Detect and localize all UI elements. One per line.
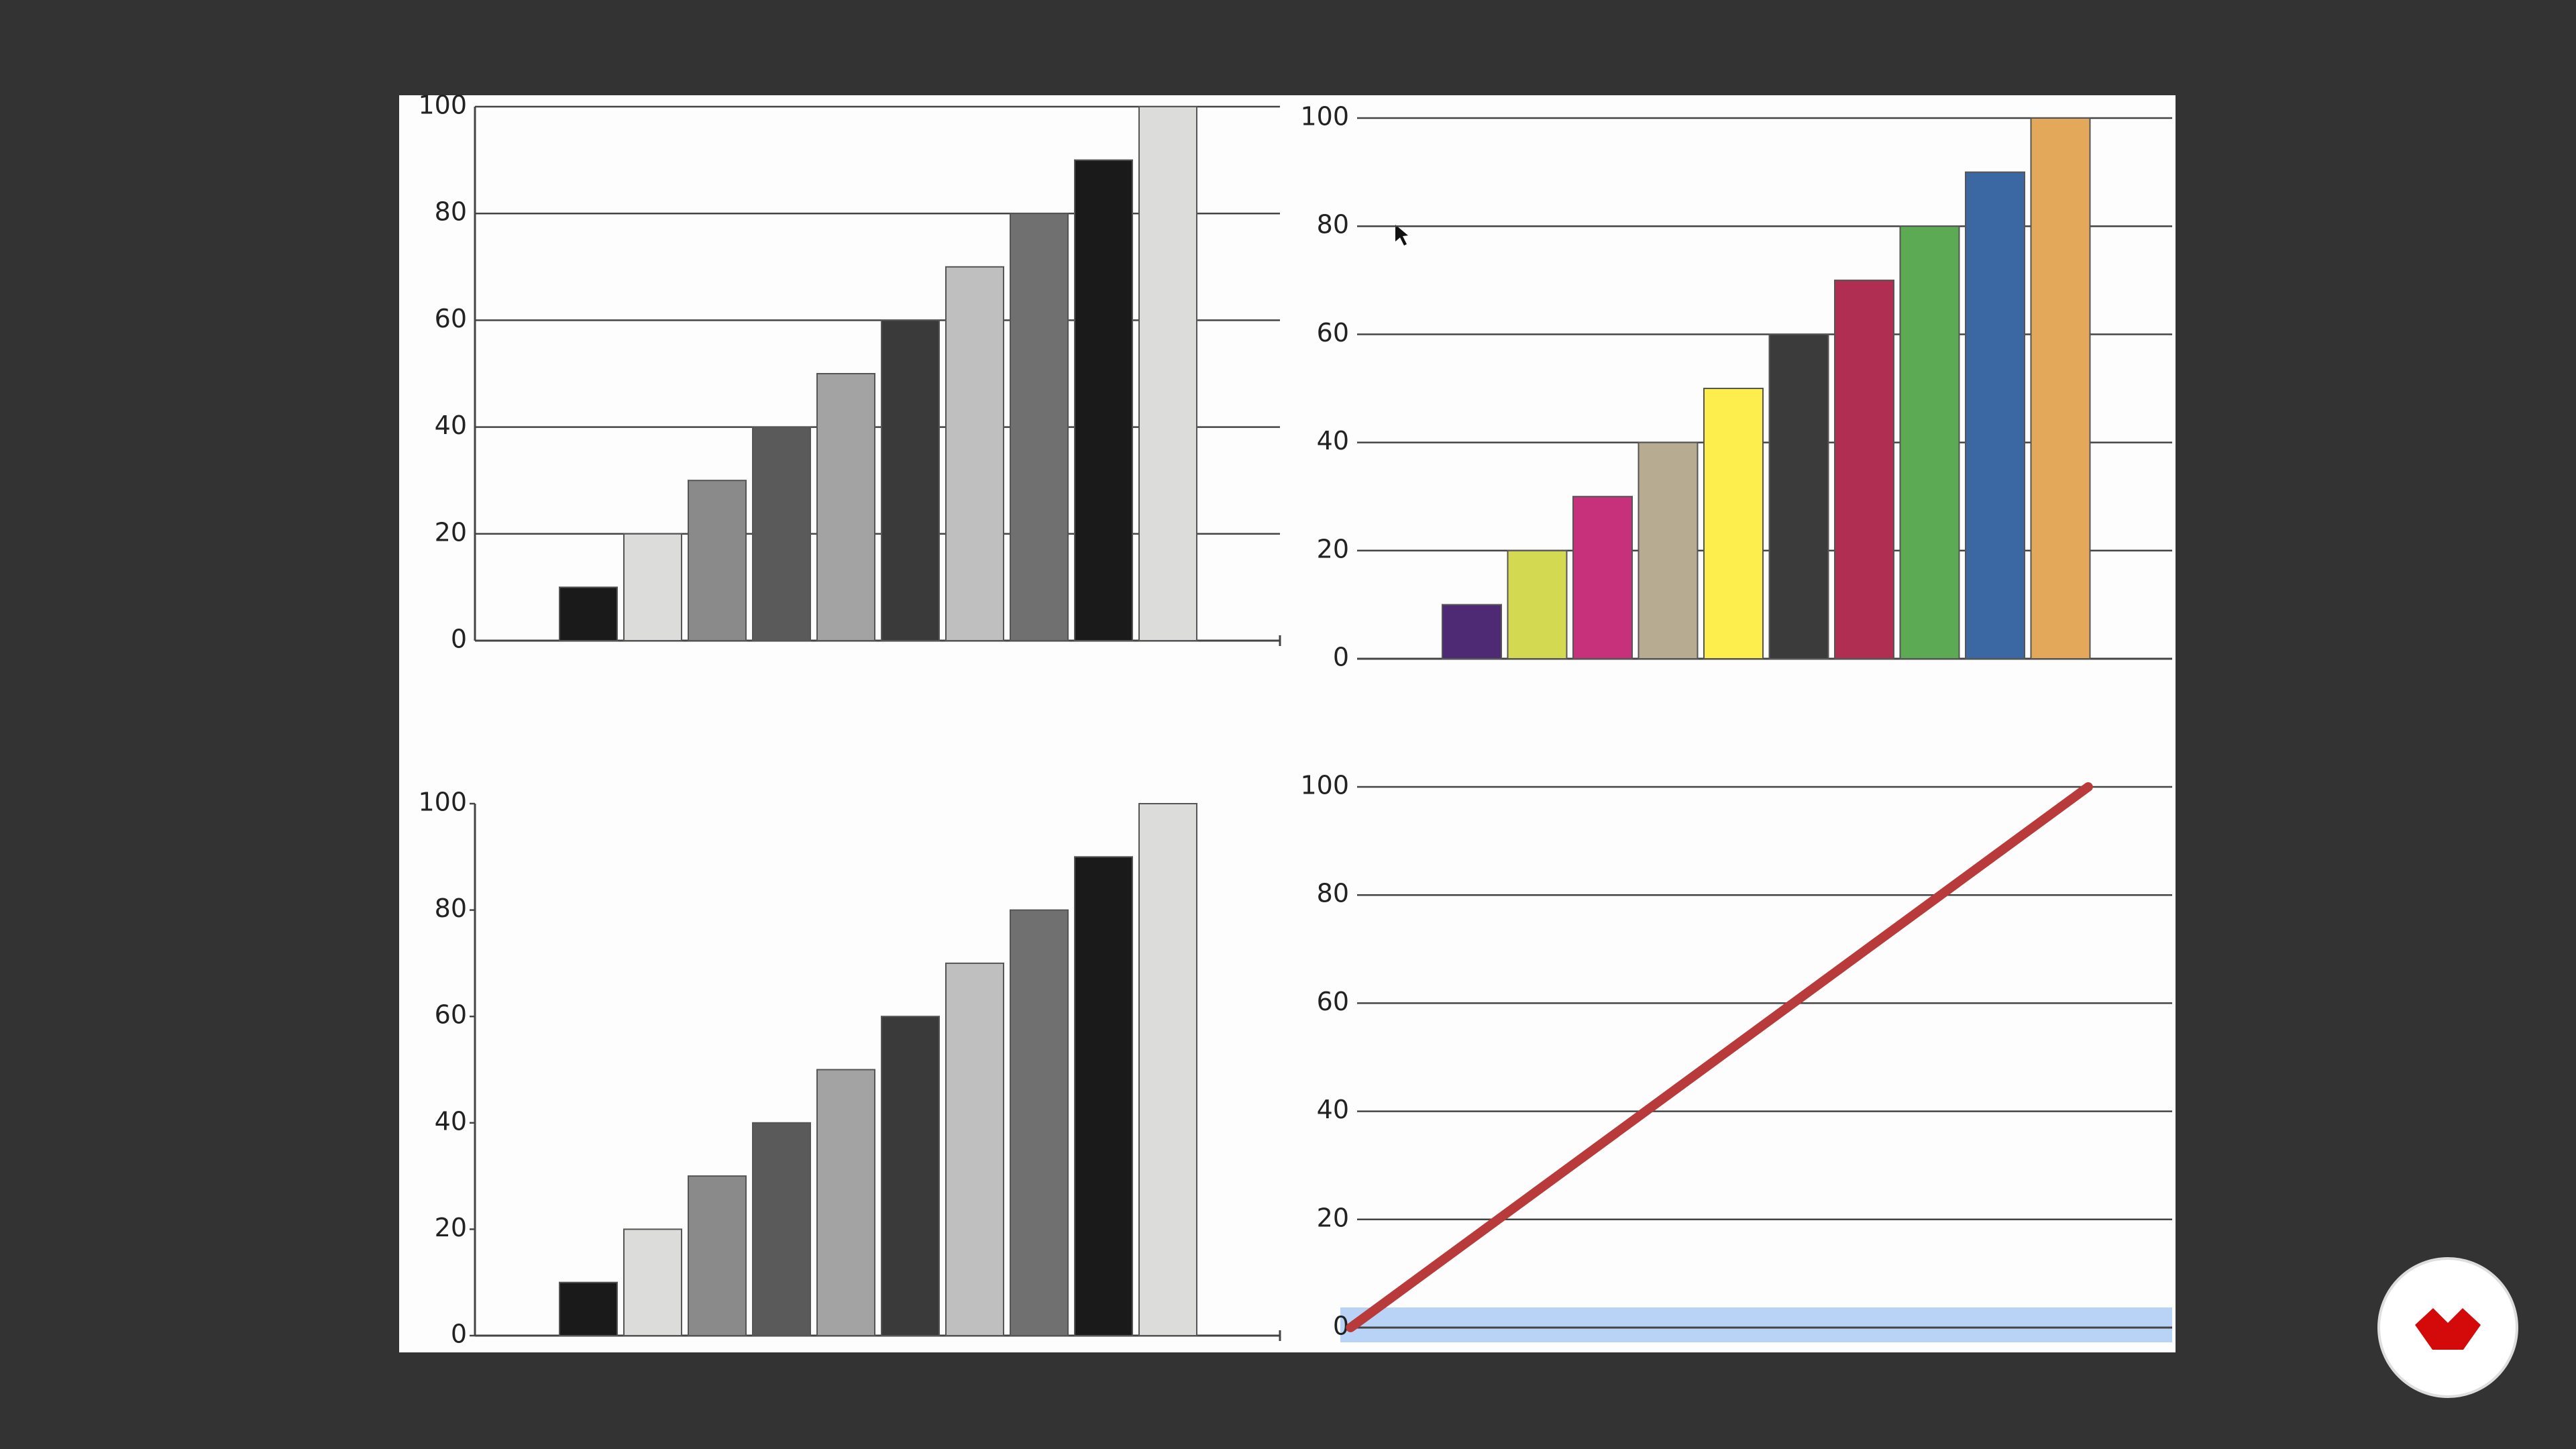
- bar: [945, 266, 1004, 641]
- y-tick-label: 80: [435, 197, 467, 227]
- bar: [559, 1281, 618, 1336]
- y-tick-label: 40: [1317, 1095, 1349, 1124]
- bar: [559, 586, 618, 642]
- y-tick-label: 100: [418, 788, 467, 817]
- y-tick-label: 100: [1300, 102, 1349, 131]
- y-tick-label: 20: [1317, 534, 1349, 564]
- bar: [1638, 441, 1699, 659]
- bar: [1138, 106, 1197, 641]
- y-tick-label: 20: [435, 1213, 467, 1242]
- bar: [752, 1122, 811, 1337]
- bar: [816, 1069, 875, 1336]
- y-tick-label: 60: [435, 1000, 467, 1030]
- y-tick-label: 80: [435, 894, 467, 923]
- y-tick-label: 40: [1317, 426, 1349, 455]
- y-tick-label: 0: [451, 1320, 467, 1349]
- bar: [1138, 803, 1197, 1336]
- y-tick-label: 0: [1333, 643, 1349, 672]
- bar: [1572, 496, 1633, 660]
- y-tick-label: 80: [1317, 879, 1349, 908]
- bar: [688, 1175, 747, 1336]
- bar: [623, 1228, 682, 1337]
- y-tick-label: 40: [435, 1106, 467, 1136]
- bar: [1442, 604, 1502, 660]
- bar: [1507, 549, 1568, 659]
- mouse-cursor: [1395, 225, 1408, 246]
- bar: [1768, 333, 1829, 659]
- logo-icon[interactable]: [2415, 1308, 2481, 1350]
- y-tick-label: 60: [1317, 318, 1349, 347]
- bar: [945, 962, 1004, 1336]
- line-series: [1346, 782, 2093, 1332]
- y-tick-label: 60: [1317, 987, 1349, 1016]
- bar: [1074, 856, 1133, 1337]
- y-tick-label: 100: [1300, 771, 1349, 800]
- bar: [1010, 213, 1069, 641]
- bar: [1965, 171, 2025, 660]
- y-tick-label: 100: [418, 91, 467, 120]
- y-tick-label: 20: [435, 517, 467, 547]
- y-tick-label: 40: [435, 411, 467, 440]
- bar: [1834, 279, 1894, 659]
- logo-button[interactable]: [2377, 1257, 2518, 1398]
- selection-highlight: [1340, 1307, 2172, 1342]
- bar: [1703, 388, 1764, 659]
- y-tick-label: 20: [1317, 1203, 1349, 1232]
- y-tick-label: 80: [1317, 210, 1349, 239]
- bar: [881, 1016, 940, 1336]
- bar: [688, 480, 747, 642]
- bar: [2030, 117, 2091, 659]
- bar: [1074, 159, 1133, 642]
- bar: [816, 373, 875, 641]
- bar: [752, 426, 811, 641]
- bar: [1010, 909, 1069, 1336]
- y-tick-label: 0: [451, 625, 467, 654]
- bar: [623, 533, 682, 641]
- bar: [1899, 225, 1960, 659]
- bar: [881, 319, 940, 641]
- y-tick-label: 60: [435, 304, 467, 333]
